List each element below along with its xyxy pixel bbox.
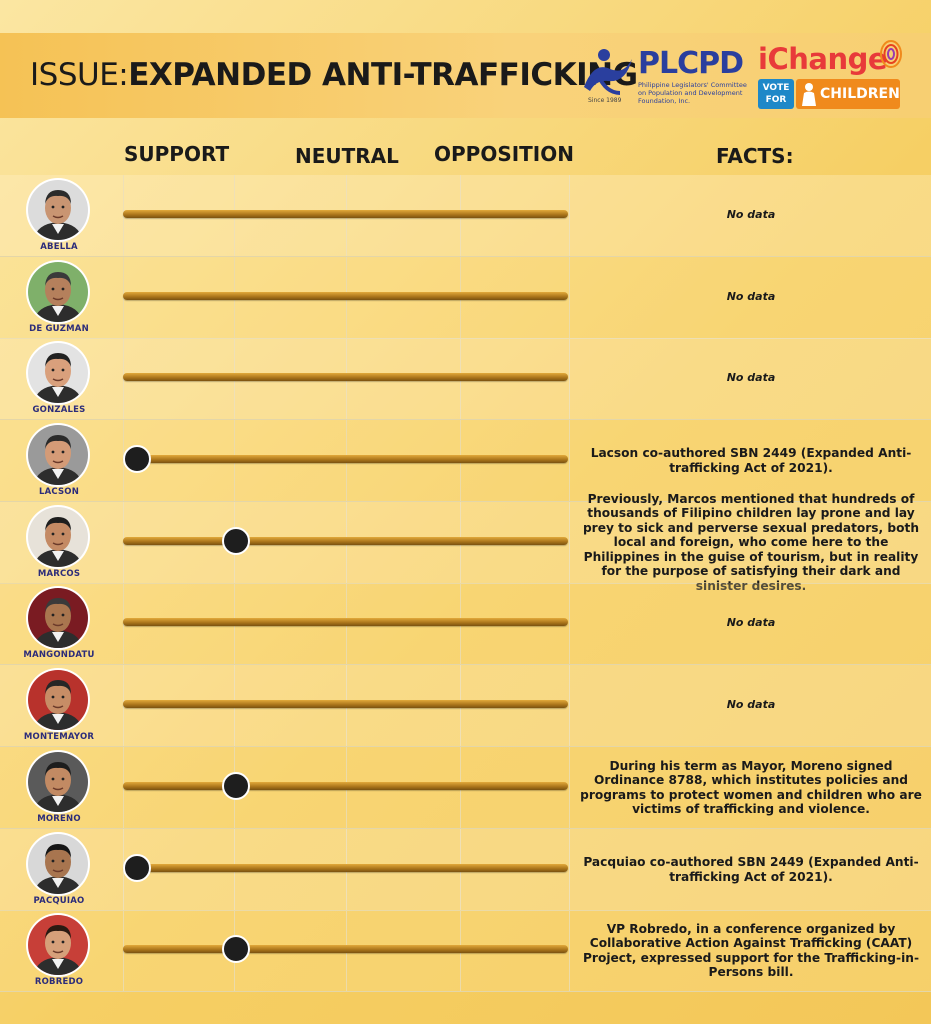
stance-scale-bar: [123, 782, 568, 790]
portrait-icon: [28, 343, 88, 403]
candidate-row: GONZALES No data: [0, 338, 931, 420]
portrait-icon: [28, 752, 88, 812]
candidate-photo: [28, 670, 88, 730]
portrait-icon: [28, 262, 88, 322]
candidate-name: MONTEMAYOR: [23, 732, 95, 742]
candidate-row: MANGONDATU No data: [0, 583, 931, 665]
candidate-photo: [28, 425, 88, 485]
candidate-name: GONZALES: [32, 405, 86, 415]
candidate-row: MARCOS Previously, Marcos mentioned that …: [0, 491, 931, 593]
candidate-fact: No data: [726, 208, 776, 222]
stance-marker: [222, 527, 250, 555]
stance-scale-bar: [123, 537, 568, 545]
column-header-opposition: OPPOSITION: [434, 142, 574, 166]
candidate-fact: No data: [726, 371, 776, 385]
portrait-icon: [28, 425, 88, 485]
column-header-support: SUPPORT: [124, 142, 230, 166]
portrait-icon: [28, 180, 88, 240]
child-figure-icon: [802, 83, 816, 106]
candidate-photo: [28, 588, 88, 648]
stance-marker: [123, 445, 151, 473]
candidate-row: LACSON Lacson co-authored SBN 2449 (Expan…: [0, 420, 931, 502]
stance-scale-bar: [123, 373, 568, 381]
candidate-photo: [28, 507, 88, 567]
candidate-photo: [28, 834, 88, 894]
plcpd-name: PLCPD: [638, 46, 744, 81]
ichange-wordmark: iChange: [758, 42, 888, 76]
stance-marker: [222, 935, 250, 963]
stance-scale-bar: [123, 618, 568, 626]
vote-for-text: VOTE FOR: [762, 83, 790, 105]
candidate-row: ABELLA No data: [0, 175, 931, 257]
candidate-fact: Lacson co-authored SBN 2449 (Expanded An…: [590, 446, 912, 475]
vote-for-badge: VOTE FOR: [758, 79, 794, 109]
candidate-photo: [28, 915, 88, 975]
candidate-fact: No data: [726, 290, 776, 304]
ichange-logo: iChange VOTE FOR CHILDREN: [756, 39, 906, 111]
candidate-photo: [28, 752, 88, 812]
column-header-facts: FACTS:: [716, 144, 794, 168]
stance-scale-bar: [123, 292, 568, 300]
candidate-fact: No data: [726, 616, 776, 630]
candidate-row: MONTEMAYOR No data: [0, 665, 931, 747]
column-header-neutral: NEUTRAL: [295, 144, 399, 168]
candidate-name: PACQUIAO: [33, 896, 85, 906]
plcpd-since: Since 1989: [588, 97, 622, 104]
candidate-row: MORENO During his term as Mayor, Moreno s…: [0, 747, 931, 829]
issue-title: ISSUE:EXPANDED ANTI-TRAFFICKING: [30, 55, 638, 95]
candidate-photo: [28, 180, 88, 240]
candidate-name: DE GUZMAN: [29, 324, 89, 334]
stance-scale-bar: [123, 700, 568, 708]
issue-title-main: EXPANDED ANTI-TRAFFICKING: [128, 57, 638, 93]
portrait-icon: [28, 915, 88, 975]
stance-scale-bar: [123, 210, 568, 218]
stance-marker: [123, 854, 151, 882]
candidate-row: ROBREDO VP Robredo, in a conference organ…: [0, 910, 931, 992]
stance-scale-bar: [123, 945, 568, 953]
portrait-icon: [28, 834, 88, 894]
candidate-fact: No data: [726, 698, 776, 712]
portrait-icon: [28, 507, 88, 567]
stance-marker: [222, 772, 250, 800]
portrait-icon: [28, 670, 88, 730]
plcpd-logo: PLCPD Philippine Legislators' Committee …: [580, 45, 752, 109]
candidate-row: PACQUIAO Pacquiao co-authored SBN 2449 (E…: [0, 829, 931, 911]
candidate-photo: [28, 262, 88, 322]
plcpd-figure-icon: [584, 49, 632, 95]
candidate-fact: During his term as Mayor, Moreno signed …: [580, 758, 922, 817]
portrait-icon: [28, 588, 88, 648]
issue-title-prefix: ISSUE:: [30, 57, 129, 93]
children-text: CHILDREN: [820, 86, 900, 102]
candidate-fact: Pacquiao co-authored SBN 2449 (Expanded …: [583, 855, 919, 884]
candidate-name: LACSON: [38, 487, 80, 497]
candidate-name: MORENO: [37, 814, 81, 824]
candidate-name: ROBREDO: [34, 977, 84, 987]
candidate-fact: Previously, Marcos mentioned that hundre…: [582, 491, 920, 593]
stance-scale-bar: [123, 864, 568, 872]
candidate-name: MANGONDATU: [23, 650, 95, 660]
candidate-name: MARCOS: [37, 569, 81, 579]
children-badge: CHILDREN: [796, 79, 900, 109]
candidate-name: ABELLA: [40, 242, 78, 252]
fingerprint-icon: [880, 40, 902, 68]
stance-scale-bar: [123, 455, 568, 463]
plcpd-subtitle: Philippine Legislators' Committee on Pop…: [638, 81, 747, 105]
candidate-row: DE GUZMAN No data: [0, 257, 931, 339]
candidate-fact: VP Robredo, in a conference organized by…: [583, 921, 919, 980]
candidate-photo: [28, 343, 88, 403]
issue-banner: ISSUE:EXPANDED ANTI-TRAFFICKING PLCPD Ph…: [0, 33, 931, 118]
